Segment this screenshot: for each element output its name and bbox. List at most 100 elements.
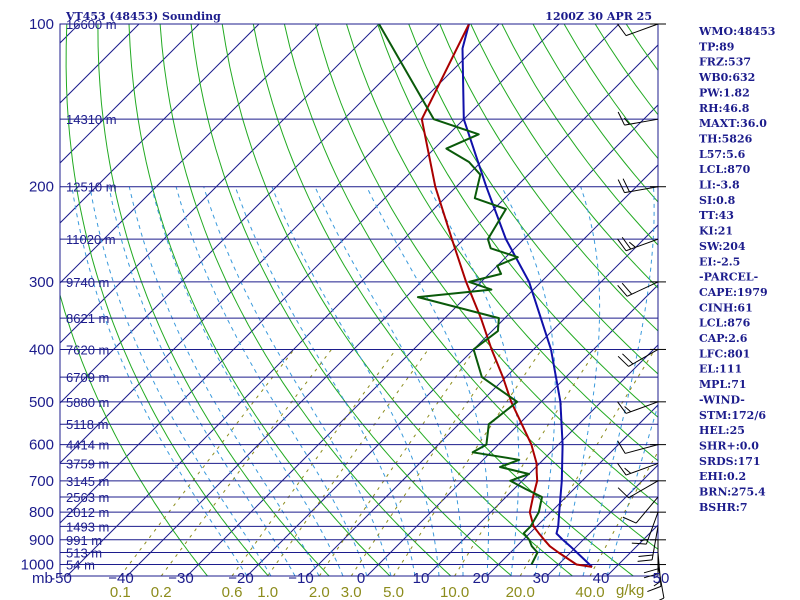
mixing-ratio-unit-label: g/kg <box>616 582 644 599</box>
stat-line: SHR+:0.0 <box>699 439 759 452</box>
height-label: 9740 m <box>66 275 109 290</box>
stat-line: L57:5.6 <box>699 148 746 161</box>
wind-barb <box>617 281 659 297</box>
isotherm-line <box>60 24 200 164</box>
stat-line: LI:-3.8 <box>699 179 740 192</box>
temperature-tick-label: 50 <box>653 570 670 587</box>
temperature-trace <box>420 24 593 568</box>
isotherm-line <box>60 24 560 524</box>
stat-line: FRZ:537 <box>699 56 751 69</box>
wind-barb <box>617 349 659 367</box>
dry-adiabat-line <box>594 24 658 116</box>
mixing-ratio-tick-label: 5.0 <box>383 584 404 600</box>
pressure-tick-label: 400 <box>29 341 54 358</box>
dry-adiabat-line <box>252 24 634 576</box>
mixing-ratio-line <box>119 349 295 576</box>
pressure-unit-label: mb <box>32 570 53 587</box>
height-label: 8621 m <box>66 311 109 326</box>
stat-line: SI:0.8 <box>699 194 736 207</box>
moist-adiabat-line <box>558 186 601 576</box>
pressure-tick-label: 500 <box>29 394 54 411</box>
mixing-ratio-tick-label: 3.0 <box>341 584 362 600</box>
isotherm-line <box>126 44 658 576</box>
moist-adiabat-line <box>203 186 392 576</box>
temperature-tick-label: −10 <box>288 570 313 587</box>
mixing-ratio-line <box>267 349 429 576</box>
pressure-tick-label: 1000 <box>21 557 54 574</box>
mixing-ratio-tick-label: 0.6 <box>222 584 243 600</box>
height-label: 5880 m <box>66 395 109 410</box>
station-title: VT453 (48453) Sounding <box>65 10 221 23</box>
pressure-tick-label: 800 <box>29 504 54 521</box>
sounding-time: 1200Z 30 APR 25 <box>545 10 652 23</box>
height-label: 2012 m <box>66 505 109 520</box>
dewpoint-trace <box>378 24 543 565</box>
height-label: 991 m <box>66 533 102 548</box>
moist-adiabat-line <box>234 186 416 576</box>
stat-line: EHI:0.2 <box>699 470 746 483</box>
dry-adiabat-line <box>221 24 573 576</box>
height-label: 1493 m <box>66 519 109 534</box>
stat-line: SW:204 <box>699 240 746 253</box>
moist-adiabat-line <box>89 186 272 576</box>
stat-line: LFC:801 <box>699 347 750 360</box>
stat-line: CAP:2.6 <box>699 332 748 345</box>
wind-barb <box>617 440 659 454</box>
stat-line: EL:111 <box>699 363 742 376</box>
isotherm-line <box>60 24 320 284</box>
stat-line: LCL:870 <box>699 163 751 176</box>
height-label: 16600 m <box>66 17 117 32</box>
stat-line: -WIND- <box>699 393 745 406</box>
trace-layer <box>378 24 593 568</box>
stat-line: CINH:61 <box>699 301 753 314</box>
mixing-ratio-tick-label: 2.0 <box>309 584 330 600</box>
dry-adiabat-line <box>159 24 452 576</box>
isotherm-line <box>486 404 658 576</box>
plot-frame <box>59 23 659 577</box>
stat-line: LCL:876 <box>699 317 751 330</box>
dry-adiabat-line <box>470 24 658 289</box>
pressure-tick-label: 700 <box>29 473 54 490</box>
height-label: 3759 m <box>66 456 109 471</box>
temperature-tick-label: 40 <box>593 570 610 587</box>
wind-barb <box>617 111 659 126</box>
stat-line: EI:-2.5 <box>699 255 740 268</box>
pressure-tick-label: 300 <box>29 274 54 291</box>
isotherm-line <box>60 24 440 404</box>
stat-line: MPL:71 <box>699 378 747 391</box>
height-label: 513 m <box>66 546 102 561</box>
moist-adiabat-line <box>582 186 655 576</box>
dry-adiabat-line <box>439 24 658 332</box>
isotherm-line <box>60 24 380 344</box>
mixing-ratio-tick-label: 20.0 <box>506 584 535 600</box>
moist-adiabat-line <box>151 186 344 576</box>
moist-adiabat-line <box>501 186 556 576</box>
mixing-ratio-line <box>231 349 397 576</box>
stat-line: TP:89 <box>699 40 734 53</box>
temperature-tick-label: −20 <box>228 570 253 587</box>
stat-line: HEL:25 <box>699 424 745 437</box>
temperature-tick-label: −30 <box>168 570 193 587</box>
mixing-ratio-line <box>589 450 658 576</box>
dry-adiabat-line <box>782 24 800 576</box>
mixing-ratio-line <box>318 349 476 576</box>
stat-line: TT:43 <box>699 209 734 222</box>
stat-line: WMO:48453 <box>698 25 775 38</box>
dry-adiabat-line <box>60 293 208 576</box>
moist-adiabat-line <box>606 403 658 576</box>
isotherm-line <box>66 24 620 576</box>
height-label: 12510 m <box>66 180 117 195</box>
dry-adiabat-line <box>65 24 269 576</box>
wind-barb <box>643 539 659 579</box>
pressure-tick-label: 600 <box>29 437 54 454</box>
moist-adiabat-line <box>71 186 248 576</box>
parcel-trace <box>461 24 593 568</box>
pressure-tick-label: 100 <box>29 16 54 33</box>
height-label: 6709 m <box>66 370 109 385</box>
grid-layer <box>60 24 800 576</box>
dry-adiabat-line <box>97 24 330 576</box>
temperature-tick-label: −40 <box>108 570 133 587</box>
stat-line: BRN:275.4 <box>699 486 766 499</box>
height-label: 14310 m <box>66 112 117 127</box>
